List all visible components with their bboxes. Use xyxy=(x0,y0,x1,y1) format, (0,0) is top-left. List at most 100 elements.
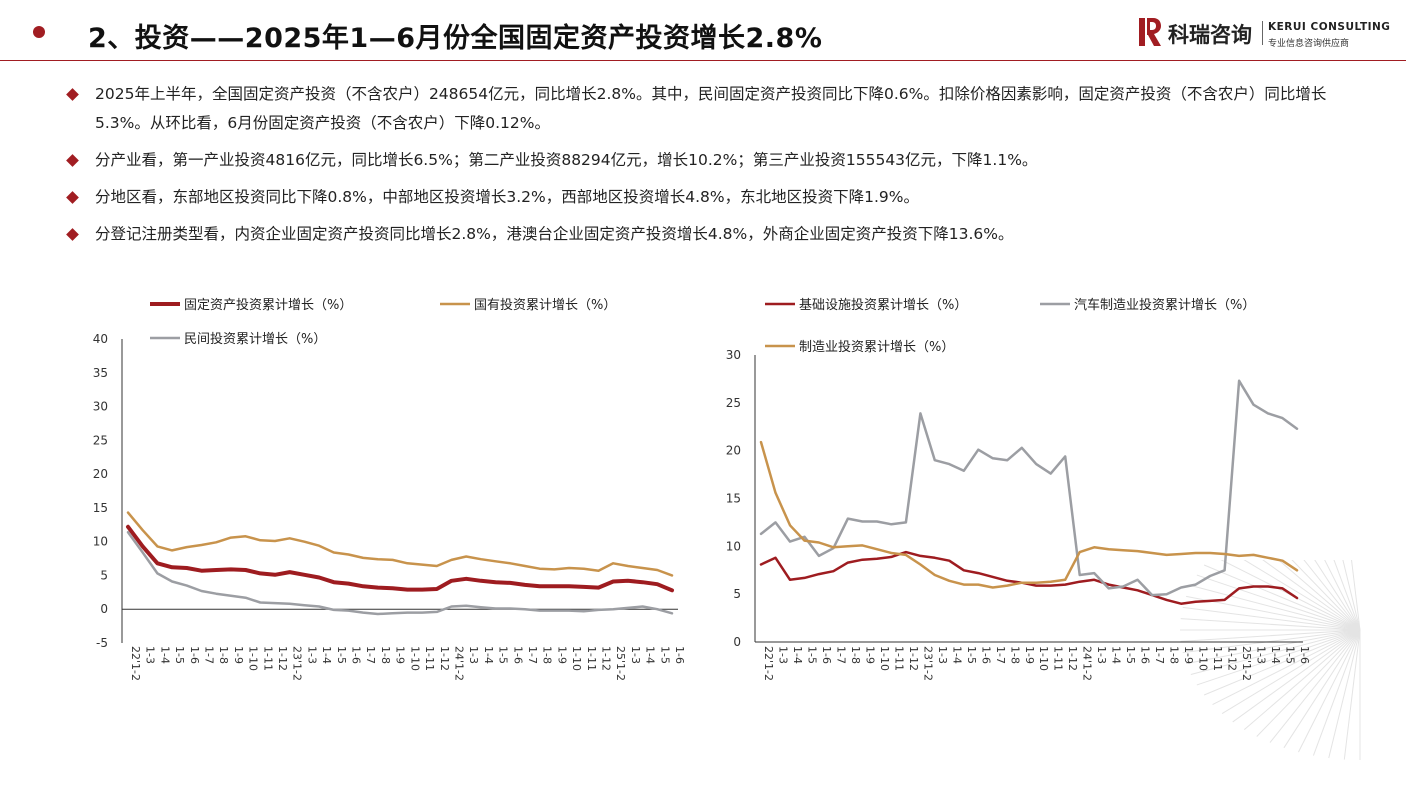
decor-line xyxy=(1277,560,1361,631)
decorative-lines xyxy=(1180,560,1361,760)
x-tick-label: 1-11 xyxy=(585,646,598,671)
decor-line xyxy=(1196,574,1361,631)
x-tick-label: 1-4 xyxy=(950,646,963,664)
legend-item: 固定资产投资累计增长（%） xyxy=(150,297,352,313)
decor-line xyxy=(1212,629,1361,706)
x-tick-label: 1-11 xyxy=(423,646,436,671)
x-tick-label: 1-10 xyxy=(570,646,583,671)
y-tick-label: 0 xyxy=(733,635,741,649)
y-tick-label: 10 xyxy=(93,535,108,549)
x-tick-label: 1-3 xyxy=(776,646,789,664)
x-tick-label: 1-5 xyxy=(805,646,818,664)
x-tick-label: 1-9 xyxy=(1182,646,1195,664)
y-tick-label: 40 xyxy=(93,332,108,346)
decor-line xyxy=(1182,629,1361,654)
decor-line xyxy=(1220,560,1361,631)
x-tick-label: 22'1-2 xyxy=(762,646,775,681)
page-title: 2、投资——2025年1—6月份全国固定资产投资增长2.8% xyxy=(88,23,823,54)
y-tick-label: 15 xyxy=(726,492,741,506)
decor-line xyxy=(1180,629,1361,642)
bullet-text: 2025年上半年，全国固定资产投资（不含农户）248654亿元，同比增长2.8%… xyxy=(95,85,1327,132)
x-tick-label: 1-7 xyxy=(1153,646,1166,664)
bullet-text: 分产业看，第一产业投资4816亿元，同比增长6.5%；第二产业投资88294亿元… xyxy=(95,151,1038,169)
diamond-bullet-icon xyxy=(66,191,79,204)
diamond-bullet-icon xyxy=(66,88,79,101)
legend-item: 国有投资累计增长（%） xyxy=(440,297,616,313)
y-tick-label: 0 xyxy=(100,602,108,616)
x-tick-label: 1-7 xyxy=(364,646,377,664)
bullet-item: 分登记注册类型看，内资企业固定资产投资同比增长2.8%，港澳台企业固定资产投资增… xyxy=(66,220,1346,249)
y-tick-label: 5 xyxy=(100,568,108,582)
decor-line xyxy=(1303,560,1361,631)
x-tick-label: 1-3 xyxy=(305,646,318,664)
x-tick-label: 1-7 xyxy=(834,646,847,664)
series-line xyxy=(126,530,674,616)
slide-header: 2、投资——2025年1—6月份全国固定资产投资增长2.8% 科瑞咨询 KERU… xyxy=(0,0,1406,62)
legend-item: 基础设施投资累计增长（%） xyxy=(765,297,967,313)
x-tick-label: 1-6 xyxy=(1298,646,1311,664)
decor-line xyxy=(1243,560,1361,631)
bullet-item: 分产业看，第一产业投资4816亿元，同比增长6.5%；第二产业投资88294亿元… xyxy=(66,146,1346,175)
decor-line xyxy=(1182,606,1361,631)
x-tick-label: 1-9 xyxy=(232,646,245,664)
x-tick-label: 1-3 xyxy=(144,646,157,664)
x-tick-label: 1-12 xyxy=(438,646,451,671)
x-tick-label: 1-11 xyxy=(261,646,274,671)
sector-investment-chart: 基础设施投资累计增长（%） 汽车制造业投资累计增长（%） 制造业投资累计增长（%） 0… xyxy=(726,297,1311,681)
x-tick-label: 1-4 xyxy=(158,646,171,664)
x-tick-label: 1-12 xyxy=(599,646,612,671)
x-tick-label: 1-11 xyxy=(892,646,905,671)
decor-line xyxy=(1333,560,1361,631)
diamond-bullet-icon xyxy=(66,154,79,167)
x-tick-label: 23'1-2 xyxy=(291,646,304,681)
decor-line xyxy=(1351,560,1361,631)
x-tick-label: 1-9 xyxy=(394,646,407,664)
x-tick-label: 1-4 xyxy=(1110,646,1123,664)
x-tick-label: 1-8 xyxy=(541,646,554,664)
y-tick-label: -5 xyxy=(96,636,108,650)
y-tick-label: 15 xyxy=(93,501,108,515)
x-tick-label: 1-6 xyxy=(1139,646,1152,664)
decor-line xyxy=(1262,560,1361,631)
brand-tagline: 专业信息咨询供应商 xyxy=(1268,39,1350,49)
x-tick-label: 1-12 xyxy=(907,646,920,671)
x-tick-label: 1-4 xyxy=(791,646,804,664)
x-tick-label: 1-10 xyxy=(1197,646,1210,671)
x-tick-label: 22'1-2 xyxy=(129,646,142,681)
decor-line xyxy=(1312,629,1361,756)
x-tick-label: 1-9 xyxy=(1023,646,1036,664)
y-tick-label: 30 xyxy=(726,348,741,362)
x-tick-label: 1-4 xyxy=(320,646,333,664)
x-tick-label: 25'1-2 xyxy=(1240,646,1253,681)
x-tick-label: 1-5 xyxy=(335,646,348,664)
decor-line xyxy=(1196,629,1361,686)
decor-line xyxy=(1203,564,1361,631)
x-tick-label: 1-7 xyxy=(203,646,216,664)
y-tick-label: 5 xyxy=(733,587,741,601)
x-tick-label: 1-3 xyxy=(936,646,949,664)
legend-label: 基础设施投资累计增长（%） xyxy=(799,297,967,313)
x-tick-label: 1-11 xyxy=(1052,646,1065,671)
legend-label: 民间投资累计增长（%） xyxy=(184,331,326,347)
diamond-bullet-icon xyxy=(66,228,79,241)
header-rule xyxy=(0,60,1406,61)
legend-item: 民间投资累计增长（%） xyxy=(150,331,326,347)
y-tick-label: 35 xyxy=(93,366,108,380)
decor-line xyxy=(1269,629,1361,743)
decor-line xyxy=(1232,629,1361,723)
x-tick-label: 25'1-2 xyxy=(614,646,627,681)
brand-name-cn: 科瑞咨询 xyxy=(1168,23,1252,47)
x-tick-label: 1-7 xyxy=(526,646,539,664)
y-tick-label: 25 xyxy=(93,433,108,447)
y-tick-label: 10 xyxy=(726,539,741,553)
decor-line xyxy=(1190,585,1361,631)
x-tick-label: 1-9 xyxy=(863,646,876,664)
bullet-text: 分地区看，东部地区投资同比下降0.8%，中部地区投资增长3.2%，西部地区投资增… xyxy=(95,188,920,206)
x-tick-label: 1-3 xyxy=(1255,646,1268,664)
decor-line xyxy=(1291,560,1361,631)
x-tick-label: 1-12 xyxy=(276,646,289,671)
decor-line xyxy=(1221,629,1361,714)
decor-line xyxy=(1314,560,1361,631)
decor-line xyxy=(1328,629,1361,759)
decor-line xyxy=(1180,618,1361,631)
